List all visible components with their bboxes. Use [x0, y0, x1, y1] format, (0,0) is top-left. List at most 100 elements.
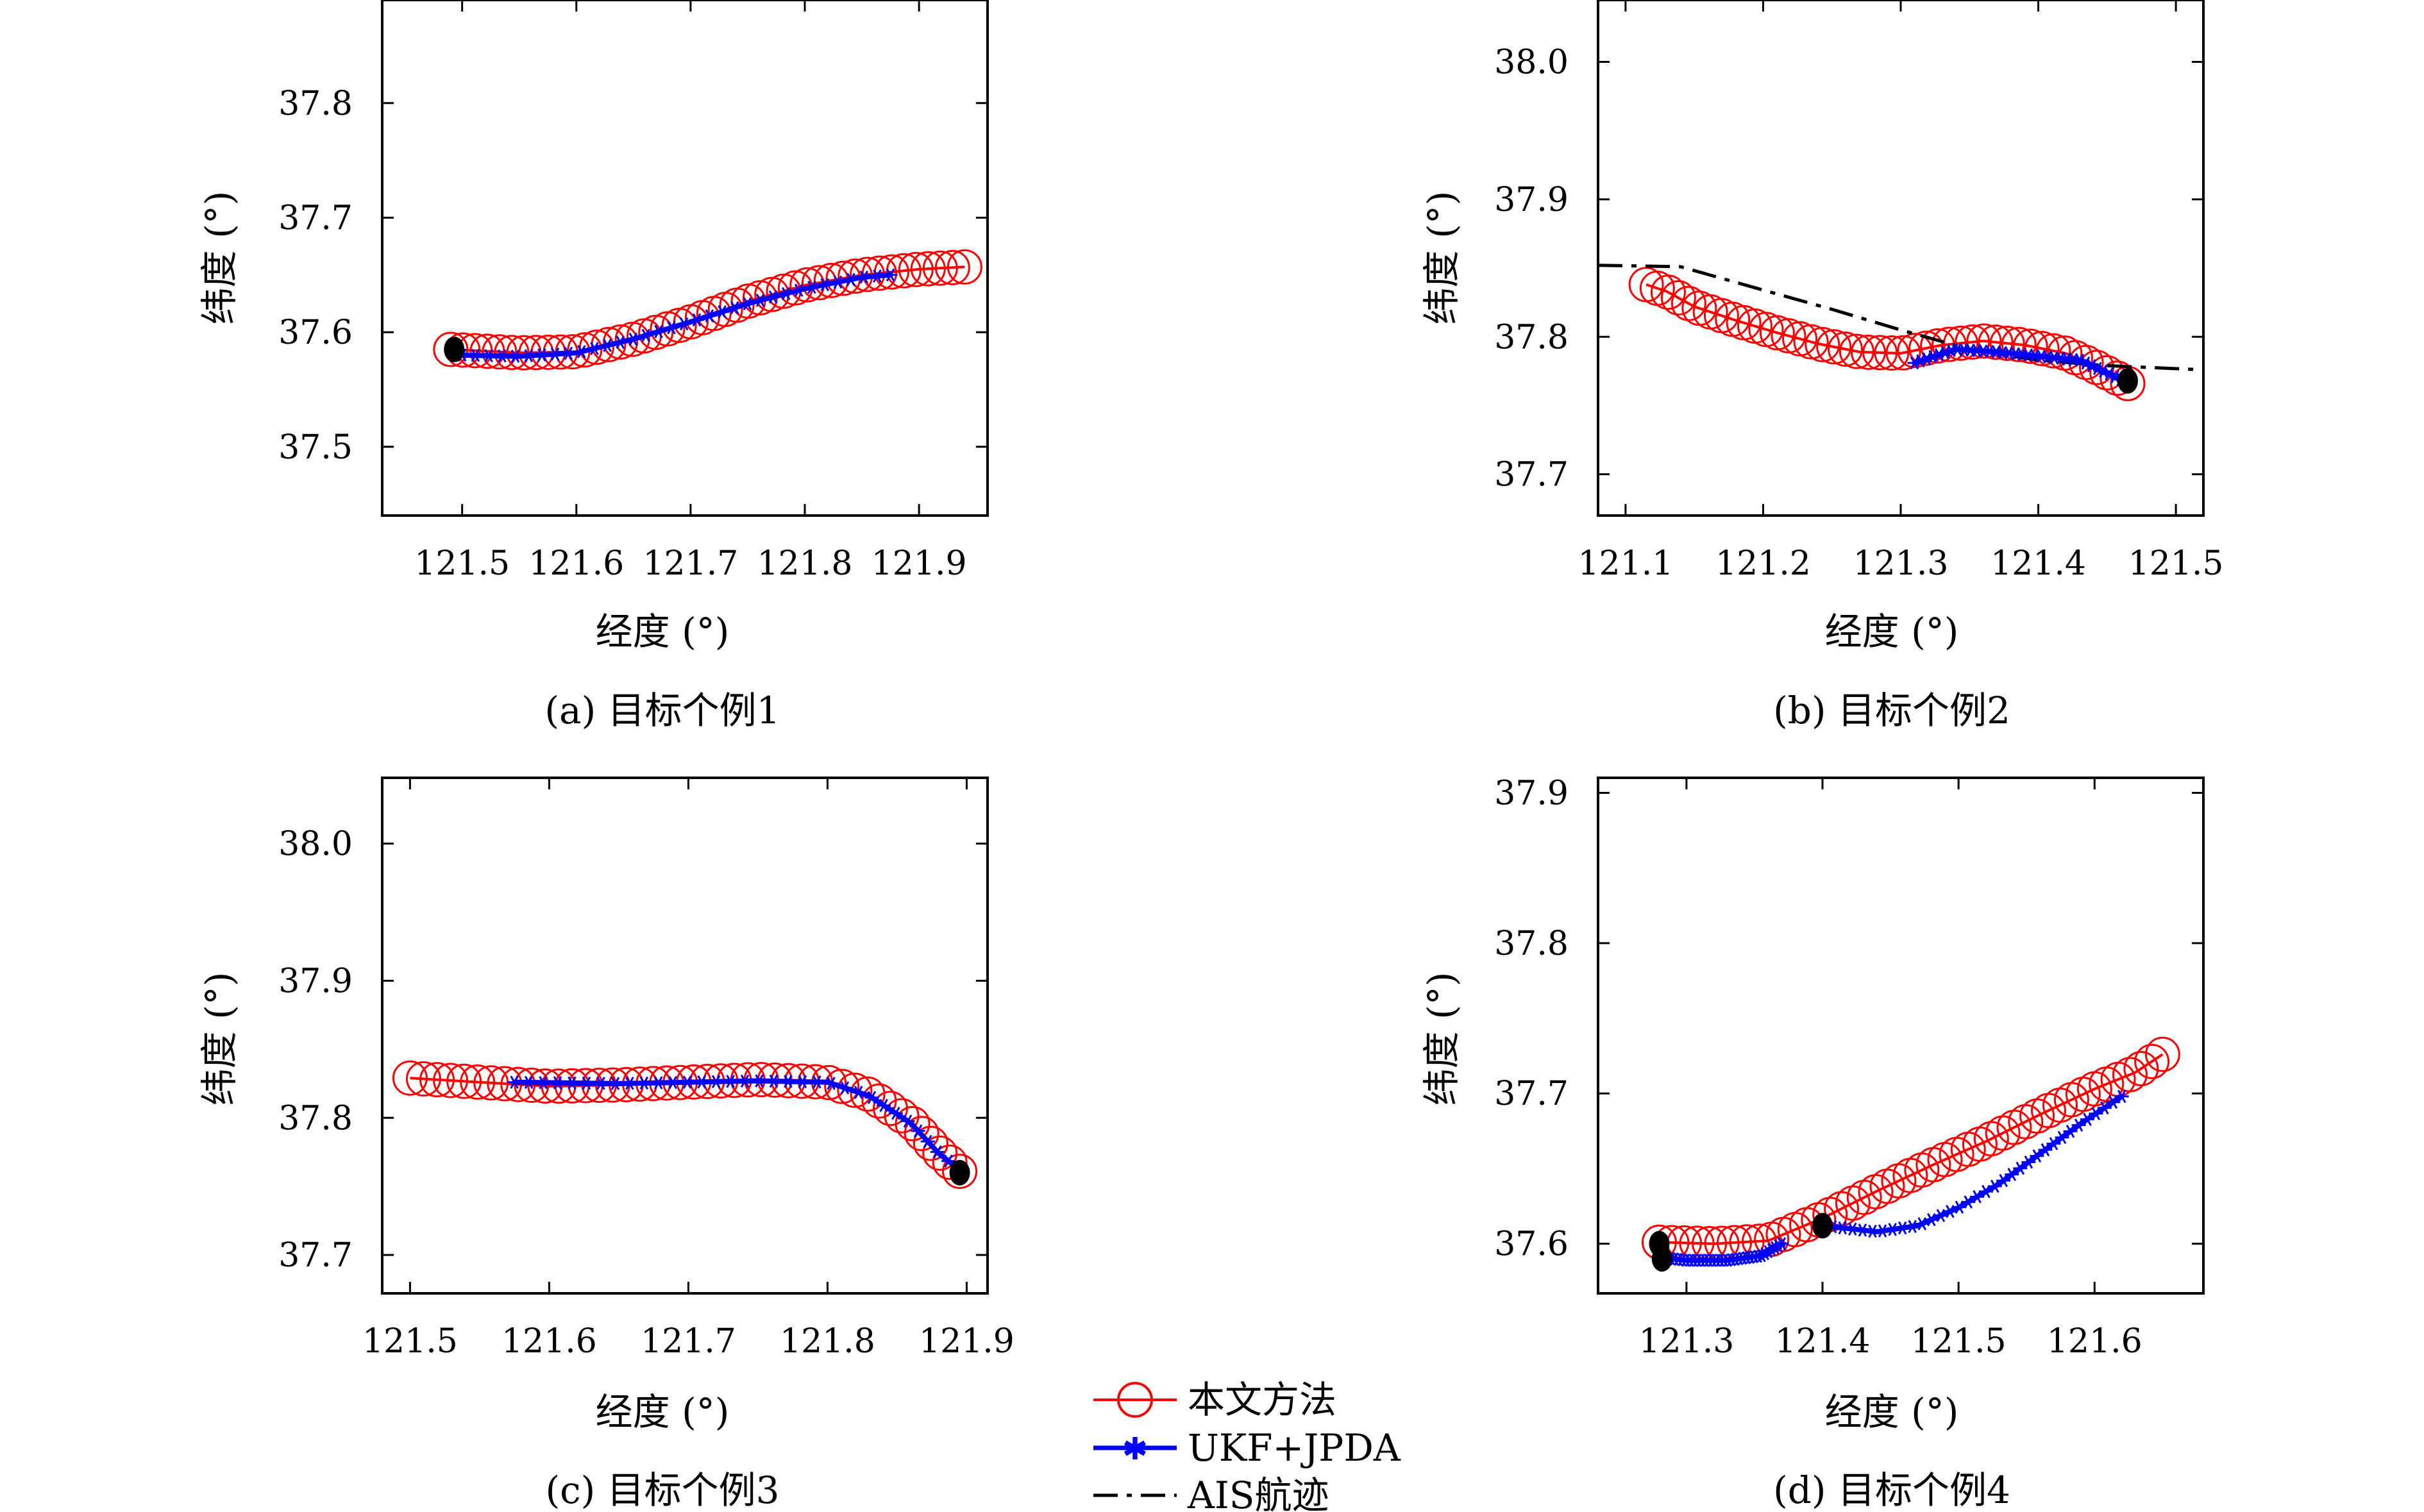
data-point-ukf	[2105, 367, 2114, 381]
data-point-proposed	[1932, 326, 1967, 362]
data-point-proposed	[2001, 326, 2037, 362]
data-point-proposed	[850, 1076, 886, 1112]
data-point-proposed	[1897, 333, 1933, 369]
y-tick-label: 37.9	[1494, 774, 1569, 812]
caption-d: (d) 目标个例4	[1773, 1468, 2010, 1512]
panel-b: 121.1 121.2 121.3 121.4 121.5 37.7 37.8 37.9 38.…	[1420, 0, 2224, 732]
x-tick-label: 121.8	[780, 1322, 875, 1361]
data-point-proposed	[1759, 315, 1795, 351]
data-point-ukf	[1947, 344, 1956, 358]
caption-b: (b) 目标个例2	[1773, 689, 2010, 732]
y-tick-label: 37.7	[278, 199, 353, 237]
data-point-ukf	[524, 1075, 534, 1089]
data-point-ukf	[740, 1074, 750, 1088]
data-point-ukf	[1858, 1223, 1867, 1237]
x-tick-label: 121.8	[757, 544, 853, 583]
data-point-ukf	[1928, 350, 1937, 364]
x-tick-label: 121.4	[1991, 544, 2086, 583]
legend: 本文方法 ✱ UKF+JPDA AIS航迹	[1093, 1378, 1401, 1512]
data-point-proposed	[1793, 324, 1829, 360]
series-layer-a	[433, 249, 982, 371]
data-point-ukf	[867, 1091, 877, 1104]
data-point-ukf	[2074, 1118, 2083, 1132]
data-point-ukf	[2087, 359, 2096, 373]
plot-area-c: 121.5 121.6 121.7 121.8 121.9 37.7 37.8 37.9 38.…	[278, 777, 1014, 1361]
data-point-proposed	[1839, 333, 1874, 369]
data-point-ukf	[705, 309, 714, 323]
data-point-proposed	[934, 249, 970, 285]
data-point-ukf	[1934, 348, 1944, 362]
data-point-proposed	[2123, 1051, 2159, 1087]
x-axis-label-d: 经度 (°)	[1825, 1390, 1959, 1434]
data-point-ukf	[2024, 1155, 2033, 1169]
data-point-ukf	[1982, 1184, 1991, 1198]
y-tick-label: 37.7	[278, 1236, 353, 1275]
data-point-ukf	[798, 1075, 807, 1089]
data-point-ukf	[625, 1077, 634, 1090]
data-point-ukf	[577, 345, 586, 358]
data-point-ukf	[2007, 1168, 2017, 1181]
data-point-proposed	[895, 1105, 930, 1141]
data-point-ukf	[537, 348, 546, 362]
data-point-ukf	[498, 349, 507, 363]
data-point-ukf	[2110, 370, 2119, 383]
data-point-ukf	[840, 1081, 850, 1095]
legend-label-ais: AIS航迹	[1187, 1474, 1329, 1512]
data-point-proposed	[1650, 274, 1686, 310]
data-point-ukf	[641, 328, 651, 342]
data-point-ukf	[903, 1114, 913, 1128]
data-point-ukf	[886, 268, 895, 282]
data-point-ukf	[1973, 1190, 1982, 1204]
data-point-proposed	[910, 251, 946, 287]
x-tick-label: 121.6	[501, 1322, 597, 1361]
data-point-proposed	[1874, 335, 1910, 371]
data-point-proposed	[1851, 334, 1887, 370]
track-endpoint-marker	[2117, 367, 2138, 394]
x-axis-label-c: 经度 (°)	[596, 1390, 730, 1434]
series-layer-b	[1598, 264, 2203, 401]
data-point-ukf	[610, 1077, 620, 1091]
data-point-ukf	[833, 275, 843, 289]
series-line-proposed	[1659, 1053, 2164, 1245]
data-point-proposed	[898, 251, 934, 287]
data-point-ukf	[768, 290, 778, 304]
data-point-ukf	[730, 301, 739, 315]
data-point-ukf	[944, 1154, 953, 1168]
data-point-ukf	[807, 280, 816, 294]
data-point-proposed	[567, 332, 603, 368]
y-tick-label: 37.9	[278, 962, 353, 1000]
data-point-ukf	[692, 313, 702, 327]
panel-a: 121.5 121.6 121.7 121.8 121.9 37.5 37.6 37.7 37.…	[198, 0, 989, 732]
x-tick-label: 121.5	[362, 1322, 458, 1361]
data-point-ukf	[2083, 1113, 2092, 1126]
caption-a: (a) 目标个例1	[544, 689, 780, 732]
y-tick-label: 37.5	[278, 428, 353, 467]
data-point-ukf	[603, 339, 612, 352]
data-point-ukf	[718, 305, 727, 319]
data-point-ukf	[2100, 1101, 2109, 1115]
data-point-proposed	[1955, 324, 1991, 360]
panel-d: 121.3 121.4 121.5 121.6 37.6 37.7 37.8 37.9 经度 …	[1420, 774, 2205, 1512]
data-point-ukf	[827, 1077, 836, 1090]
data-point-ukf	[654, 1076, 663, 1089]
data-point-ukf	[524, 349, 534, 363]
data-point-ukf	[596, 1077, 605, 1090]
data-point-proposed	[2012, 328, 2048, 364]
data-point-proposed	[527, 1068, 563, 1104]
data-point-ukf	[654, 324, 663, 339]
data-point-proposed	[947, 249, 982, 285]
data-point-ukf	[2032, 1149, 2042, 1163]
data-point-ukf	[1848, 1222, 1857, 1236]
track-endpoint-marker	[1812, 1213, 1833, 1239]
x-tick-label: 121.3	[1853, 544, 1949, 583]
data-point-proposed	[942, 1154, 978, 1189]
data-point-proposed	[922, 1135, 958, 1171]
data-point-proposed	[494, 335, 530, 371]
plot-frame-d	[1597, 777, 2205, 1295]
x-axis-label-b: 经度 (°)	[1825, 610, 1959, 653]
data-point-ukf	[726, 1075, 735, 1088]
x-tick-label: 121.4	[1775, 1322, 1871, 1361]
data-point-ukf	[2016, 1161, 2025, 1175]
data-point-ukf	[2041, 1143, 2050, 1157]
